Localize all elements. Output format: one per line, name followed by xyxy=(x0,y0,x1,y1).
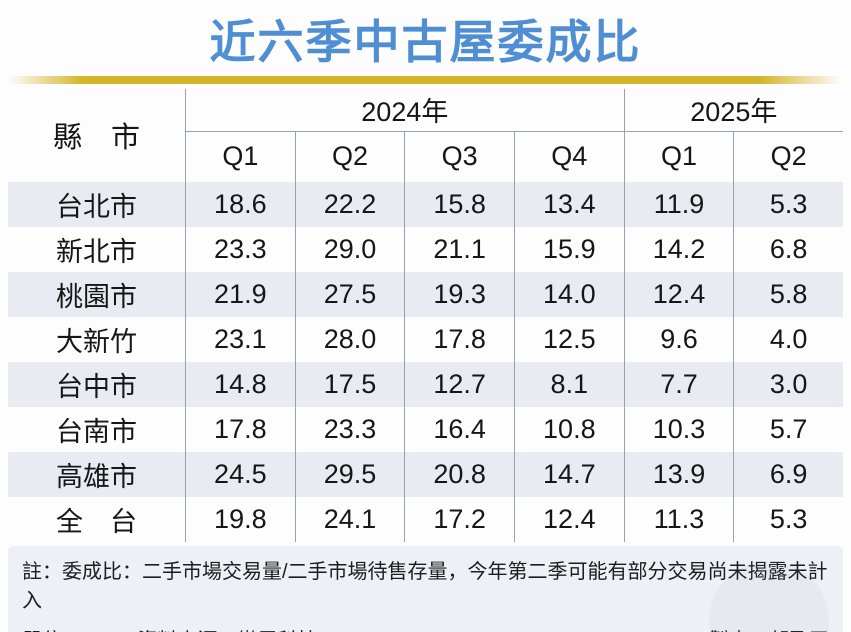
value-cell: 17.5 xyxy=(294,361,405,407)
source-label: 資料來源：樂居科技 xyxy=(137,630,317,632)
value-cell: 21.1 xyxy=(404,226,514,272)
value-cell: 8.1 xyxy=(513,361,624,407)
value-cell: 29.5 xyxy=(294,451,405,497)
value-cell: 27.5 xyxy=(294,271,405,317)
city-cell: 大新竹 xyxy=(56,326,137,357)
value-cell: 6.8 xyxy=(733,226,843,272)
value-cell: 12.7 xyxy=(404,361,514,407)
city-cell: 新北市 xyxy=(56,236,137,267)
value-cell: 23.1 xyxy=(185,316,295,362)
table-row: 大新竹 23.1 28.0 17.8 12.5 9.6 4.0 xyxy=(8,316,843,362)
value-cell: 10.3 xyxy=(623,406,734,452)
value-cell: 19.8 xyxy=(185,496,295,542)
header-quarter-2024-q2: Q2 xyxy=(294,131,405,182)
header-year-2025: 2025年 xyxy=(623,88,843,132)
value-cell: 22.2 xyxy=(294,181,405,227)
value-cell: 24.1 xyxy=(294,496,405,542)
value-cell: 14.2 xyxy=(623,226,734,272)
value-cell: 5.8 xyxy=(733,271,843,317)
table-row: 桃園市 21.9 27.5 19.3 14.0 12.4 5.8 xyxy=(8,271,843,317)
gold-divider-line xyxy=(8,75,843,84)
value-cell: 28.0 xyxy=(294,316,405,362)
value-cell: 17.8 xyxy=(404,316,514,362)
value-cell: 14.7 xyxy=(513,451,624,497)
credit-label: 製表：郭及天 xyxy=(709,624,829,632)
value-cell: 15.8 xyxy=(404,181,514,227)
table-row: 台南市 17.8 23.3 16.4 10.8 10.3 5.7 xyxy=(8,406,843,452)
value-cell: 18.6 xyxy=(185,181,295,227)
value-cell: 5.3 xyxy=(733,496,843,542)
city-cell: 台北市 xyxy=(8,181,185,227)
value-cell: 13.4 xyxy=(513,181,624,227)
value-cell: 21.9 xyxy=(185,271,295,317)
page-title: 近六季中古屋委成比 xyxy=(209,16,642,68)
footer-note-panel: 註：委成比：二手市場交易量/二手市場待售存量，今年第二季可能有部分交易尚未揭露未… xyxy=(8,545,843,632)
value-cell: 24.5 xyxy=(185,451,295,497)
header-quarter-2025-q2: Q2 xyxy=(733,131,843,182)
value-cell: 11.3 xyxy=(623,496,734,542)
value-cell: 16.4 xyxy=(404,406,514,452)
table-body: 台北市 18.6 22.2 15.8 13.4 11.9 5.3 新北市 23.3 29.0 21.… xyxy=(8,181,843,542)
city-cell: 高雄市 xyxy=(8,451,185,497)
footer-left-group: 單位：% 資料來源：樂居科技 xyxy=(22,624,317,632)
city-cell: 桃園市 xyxy=(8,271,185,317)
footnote-text: 註：委成比：二手市場交易量/二手市場待售存量，今年第二季可能有部分交易尚未揭露未… xyxy=(22,560,828,612)
header-county-city: 縣 市 xyxy=(52,122,140,155)
header-quarter-2024-q1: Q1 xyxy=(185,131,295,182)
value-cell: 29.0 xyxy=(294,226,405,272)
value-cell: 11.9 xyxy=(623,181,734,227)
table-row: 台北市 18.6 22.2 15.8 13.4 11.9 5.3 xyxy=(8,181,843,227)
value-cell: 13.9 xyxy=(623,451,734,497)
table-row: 高雄市 24.5 29.5 20.8 14.7 13.9 6.9 xyxy=(8,451,843,497)
value-cell: 5.3 xyxy=(733,181,843,227)
value-cell: 14.8 xyxy=(185,361,295,407)
value-cell: 3.0 xyxy=(733,361,843,407)
header-year-2024: 2024年 xyxy=(185,88,624,132)
value-cell: 7.7 xyxy=(623,361,734,407)
footer-meta-line: 單位：% 資料來源：樂居科技 製表：郭及天 xyxy=(22,624,829,632)
header-quarter-2025-q1: Q1 xyxy=(623,131,734,182)
value-cell: 15.9 xyxy=(513,226,624,272)
value-cell: 9.6 xyxy=(623,316,734,362)
value-cell: 23.3 xyxy=(185,226,295,272)
value-cell: 4.0 xyxy=(733,316,843,362)
city-cell: 台南市 xyxy=(56,416,137,447)
value-cell: 17.8 xyxy=(185,406,295,452)
table-row: 全 台 19.8 24.1 17.2 12.4 11.3 5.3 xyxy=(8,496,843,542)
value-cell: 12.4 xyxy=(623,271,734,317)
value-cell: 19.3 xyxy=(404,271,514,317)
value-cell: 17.2 xyxy=(404,496,514,542)
table-row: 新北市 23.3 29.0 21.1 15.9 14.2 6.8 xyxy=(8,226,843,272)
value-cell: 12.4 xyxy=(513,496,624,542)
commission-ratio-table: 縣 市 2024年 2025年 Q1 Q2 Q3 Q4 Q1 Q2 台北市 18.… xyxy=(8,88,843,542)
city-cell: 全 台 xyxy=(56,506,137,537)
header-quarter-2024-q3: Q3 xyxy=(404,131,514,182)
table-row: 台中市 14.8 17.5 12.7 8.1 7.7 3.0 xyxy=(8,361,843,407)
value-cell: 14.0 xyxy=(513,271,624,317)
value-cell: 5.7 xyxy=(733,406,843,452)
table-header: 縣 市 2024年 2025年 Q1 Q2 Q3 Q4 Q1 Q2 xyxy=(8,88,843,182)
header-quarter-2024-q4: Q4 xyxy=(513,131,624,182)
value-cell: 10.8 xyxy=(513,406,624,452)
unit-label: 單位：% xyxy=(22,630,100,632)
value-cell: 12.5 xyxy=(513,316,624,362)
value-cell: 23.3 xyxy=(294,406,405,452)
city-cell: 台中市 xyxy=(8,361,185,407)
value-cell: 20.8 xyxy=(404,451,514,497)
value-cell: 6.9 xyxy=(733,451,843,497)
